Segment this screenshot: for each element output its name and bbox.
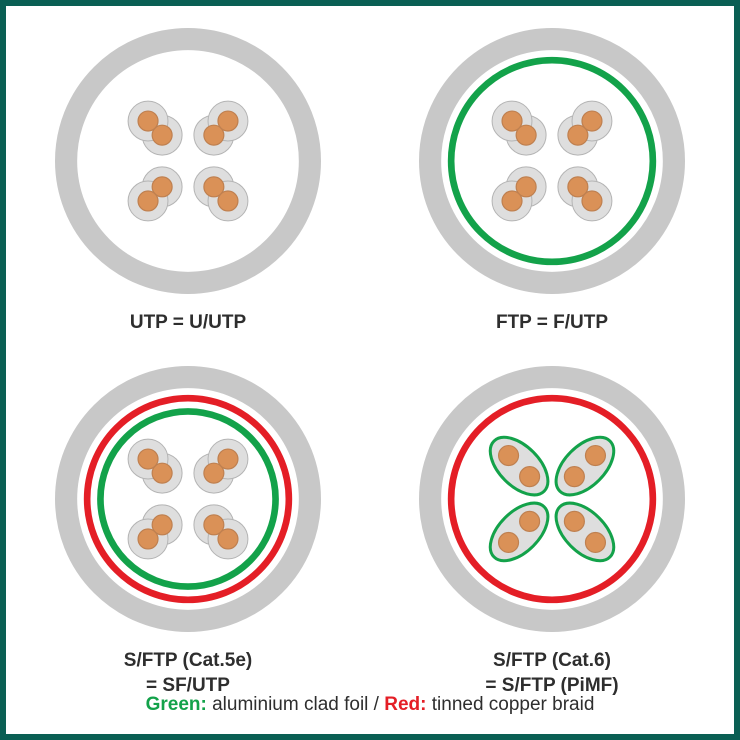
cell-sftp6: S/FTP (Cat.6)= S/FTP (PiMF) (390, 364, 714, 699)
cable-sftp5 (53, 364, 323, 634)
cell-utp: UTP = U/UTP (26, 26, 350, 336)
pair (186, 496, 257, 567)
cable-grid: UTP = U/UTP FTP = F/UTP S/FTP (Cat.5e)= SF… (26, 26, 714, 699)
pair (484, 93, 555, 164)
pair-pod (546, 427, 624, 505)
legend-green-label: Green: (146, 694, 207, 715)
pair (120, 496, 191, 567)
cell-sftp5: S/FTP (Cat.5e)= SF/UTP (26, 364, 350, 699)
shield-green (451, 60, 653, 262)
label-sftp5: S/FTP (Cat.5e)= SF/UTP (124, 648, 252, 699)
shield-green (100, 411, 275, 586)
pair (186, 430, 257, 501)
shield-red (451, 398, 653, 600)
pair (186, 93, 257, 164)
pair-pod (480, 492, 558, 570)
pair (484, 159, 555, 230)
pair (120, 93, 191, 164)
label-ftp: FTP = F/UTP (496, 310, 608, 336)
legend: Green: aluminium clad foil / Red: tinned… (6, 694, 734, 716)
cable-utp (53, 26, 323, 296)
jacket (430, 39, 674, 283)
pair (550, 93, 621, 164)
cable-sftp6 (417, 364, 687, 634)
cable-ftp (417, 26, 687, 296)
pair-pod (480, 427, 558, 505)
pair (120, 159, 191, 230)
shield-red (87, 398, 289, 600)
legend-green-text: aluminium clad foil / (207, 694, 384, 715)
jacket (66, 39, 310, 283)
label-utp: UTP = U/UTP (130, 310, 246, 336)
jacket (430, 377, 674, 621)
diagram-frame: UTP = U/UTP FTP = F/UTP S/FTP (Cat.5e)= SF… (0, 0, 740, 740)
pair (186, 159, 257, 230)
legend-red-text: tinned copper braid (426, 694, 594, 715)
cell-ftp: FTP = F/UTP (390, 26, 714, 336)
pair (550, 159, 621, 230)
pair (120, 430, 191, 501)
label-sftp6: S/FTP (Cat.6)= S/FTP (PiMF) (485, 648, 618, 699)
pair-pod (546, 492, 624, 570)
legend-red-label: Red: (384, 694, 426, 715)
